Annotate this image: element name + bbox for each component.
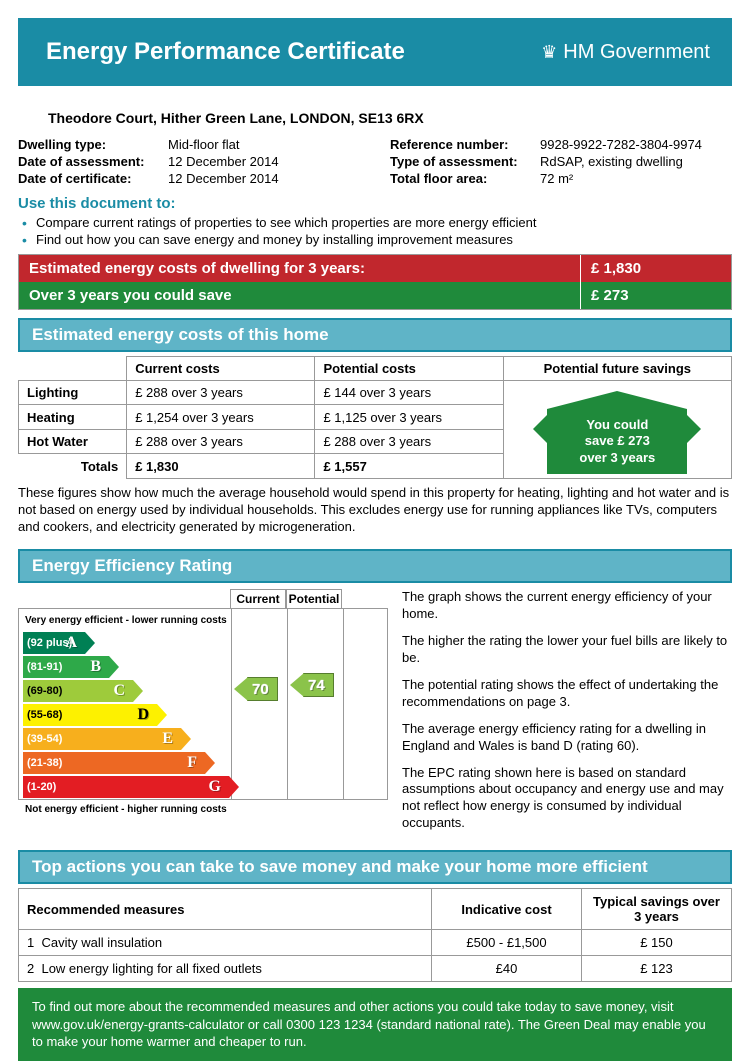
- col-header: Indicative cost: [432, 889, 582, 930]
- action-measure: 2 Low energy lighting for all fixed outl…: [19, 956, 432, 982]
- rating-band-d: (55-68)D: [23, 704, 157, 726]
- eff-para: The potential rating shows the effect of…: [402, 677, 732, 711]
- footer-box: To find out more about the recommended m…: [18, 988, 732, 1061]
- page-title: Energy Performance Certificate: [46, 38, 405, 66]
- cell: £ 288 over 3 years: [315, 429, 503, 453]
- chart-col-current: Current: [230, 589, 286, 608]
- meta-value: 72 m²: [540, 171, 573, 186]
- row-label: Heating: [19, 405, 127, 429]
- meta-label: Reference number:: [390, 137, 540, 152]
- meta-value: RdSAP, existing dwelling: [540, 154, 683, 169]
- section-costs-title: Estimated energy costs of this home: [18, 318, 732, 352]
- chart-col-potential: Potential: [286, 589, 342, 608]
- est-label: Over 3 years you could save: [19, 282, 581, 309]
- savings-text: over 3 years: [551, 450, 683, 466]
- costs-table: Current costs Potential costs Potential …: [18, 356, 732, 479]
- meta-value: 9928-9922-7282-3804-9974: [540, 137, 702, 152]
- potential-value: 74: [308, 677, 325, 694]
- gov-label: HM Government: [563, 41, 710, 64]
- crown-icon: ♛: [541, 42, 557, 63]
- costs-note: These figures show how much the average …: [18, 479, 732, 542]
- cell: £ 288 over 3 years: [127, 429, 315, 453]
- chart-caption: Very energy efficient - lower running co…: [23, 613, 387, 630]
- rating-band-f: (21-38)F: [23, 752, 205, 774]
- actions-table: Recommended measures Indicative cost Typ…: [18, 888, 732, 982]
- savings-cell: You could save £ 273 over 3 years: [503, 381, 731, 479]
- meta-value: 12 December 2014: [168, 171, 279, 186]
- row-label: Hot Water: [19, 429, 127, 453]
- col-header: Typical savings over 3 years: [582, 889, 732, 930]
- gov-logo: ♛ HM Government: [541, 41, 710, 64]
- action-measure: 1 Cavity wall insulation: [19, 930, 432, 956]
- eff-para: The higher the rating the lower your fue…: [402, 633, 732, 667]
- rating-band-e: (39-54)E: [23, 728, 181, 750]
- meta-value: 12 December 2014: [168, 154, 279, 169]
- action-savings: £ 150: [582, 930, 732, 956]
- col-header: Recommended measures: [19, 889, 432, 930]
- est-value: £ 273: [581, 282, 731, 309]
- use-title: Use this document to:: [18, 191, 732, 214]
- savings-text: save £ 273: [551, 433, 683, 449]
- bullet-item: Compare current ratings of properties to…: [18, 214, 732, 231]
- address: Theodore Court, Hither Green Lane, LONDO…: [18, 96, 732, 136]
- bullet-list: Compare current ratings of properties to…: [18, 214, 732, 254]
- meta-value: Mid-floor flat: [168, 137, 240, 152]
- estimate-box: Estimated energy costs of dwelling for 3…: [18, 254, 732, 310]
- cell: £ 288 over 3 years: [127, 381, 315, 405]
- efficiency-text: The graph shows the current energy effic…: [402, 589, 732, 842]
- bullet-item: Find out how you can save energy and mon…: [18, 231, 732, 248]
- meta-label: Total floor area:: [390, 171, 540, 186]
- est-value: £ 1,830: [581, 255, 731, 282]
- col-header: Potential costs: [315, 357, 503, 381]
- cell: £ 1,125 over 3 years: [315, 405, 503, 429]
- col-header: Current costs: [127, 357, 315, 381]
- cell: £ 144 over 3 years: [315, 381, 503, 405]
- rating-band-a: (92 plus)A: [23, 632, 85, 654]
- meta-label: Dwelling type:: [18, 137, 168, 152]
- meta-label: Date of assessment:: [18, 154, 168, 169]
- meta-label: Date of certificate:: [18, 171, 168, 186]
- rating-band-b: (81-91)B: [23, 656, 109, 678]
- cell: £ 1,830: [127, 454, 315, 478]
- action-cost: £40: [432, 956, 582, 982]
- action-savings: £ 123: [582, 956, 732, 982]
- current-value: 70: [252, 681, 269, 698]
- header-bar: Energy Performance Certificate ♛ HM Gove…: [18, 18, 732, 86]
- cell: £ 1,557: [315, 454, 503, 478]
- cell: £ 1,254 over 3 years: [127, 405, 315, 429]
- current-pointer: 70: [247, 677, 278, 701]
- eff-para: The EPC rating shown here is based on st…: [402, 765, 732, 833]
- totals-label: Totals: [19, 454, 127, 478]
- eff-para: The graph shows the current energy effic…: [402, 589, 732, 623]
- savings-text: You could: [551, 417, 683, 433]
- chart-caption: Not energy efficient - higher running co…: [23, 800, 387, 817]
- rating-band-c: (69-80)C: [23, 680, 133, 702]
- meta-block: Dwelling type:Mid-floor flat Date of ass…: [18, 136, 732, 191]
- action-cost: £500 - £1,500: [432, 930, 582, 956]
- savings-arrow-icon: You could save £ 273 over 3 years: [547, 391, 687, 474]
- meta-left: Dwelling type:Mid-floor flat Date of ass…: [18, 136, 360, 187]
- section-actions-title: Top actions you can take to save money a…: [18, 850, 732, 884]
- rating-band-g: (1-20)G: [23, 776, 229, 798]
- col-header: Potential future savings: [503, 357, 731, 381]
- eff-para: The average energy efficiency rating for…: [402, 721, 732, 755]
- meta-label: Type of assessment:: [390, 154, 540, 169]
- efficiency-chart: Current Potential Very energy efficient …: [18, 589, 388, 842]
- section-efficiency-title: Energy Efficiency Rating: [18, 549, 732, 583]
- meta-right: Reference number:9928-9922-7282-3804-997…: [390, 136, 732, 187]
- row-label: Lighting: [19, 381, 127, 405]
- potential-pointer: 74: [303, 673, 334, 697]
- est-label: Estimated energy costs of dwelling for 3…: [19, 255, 581, 282]
